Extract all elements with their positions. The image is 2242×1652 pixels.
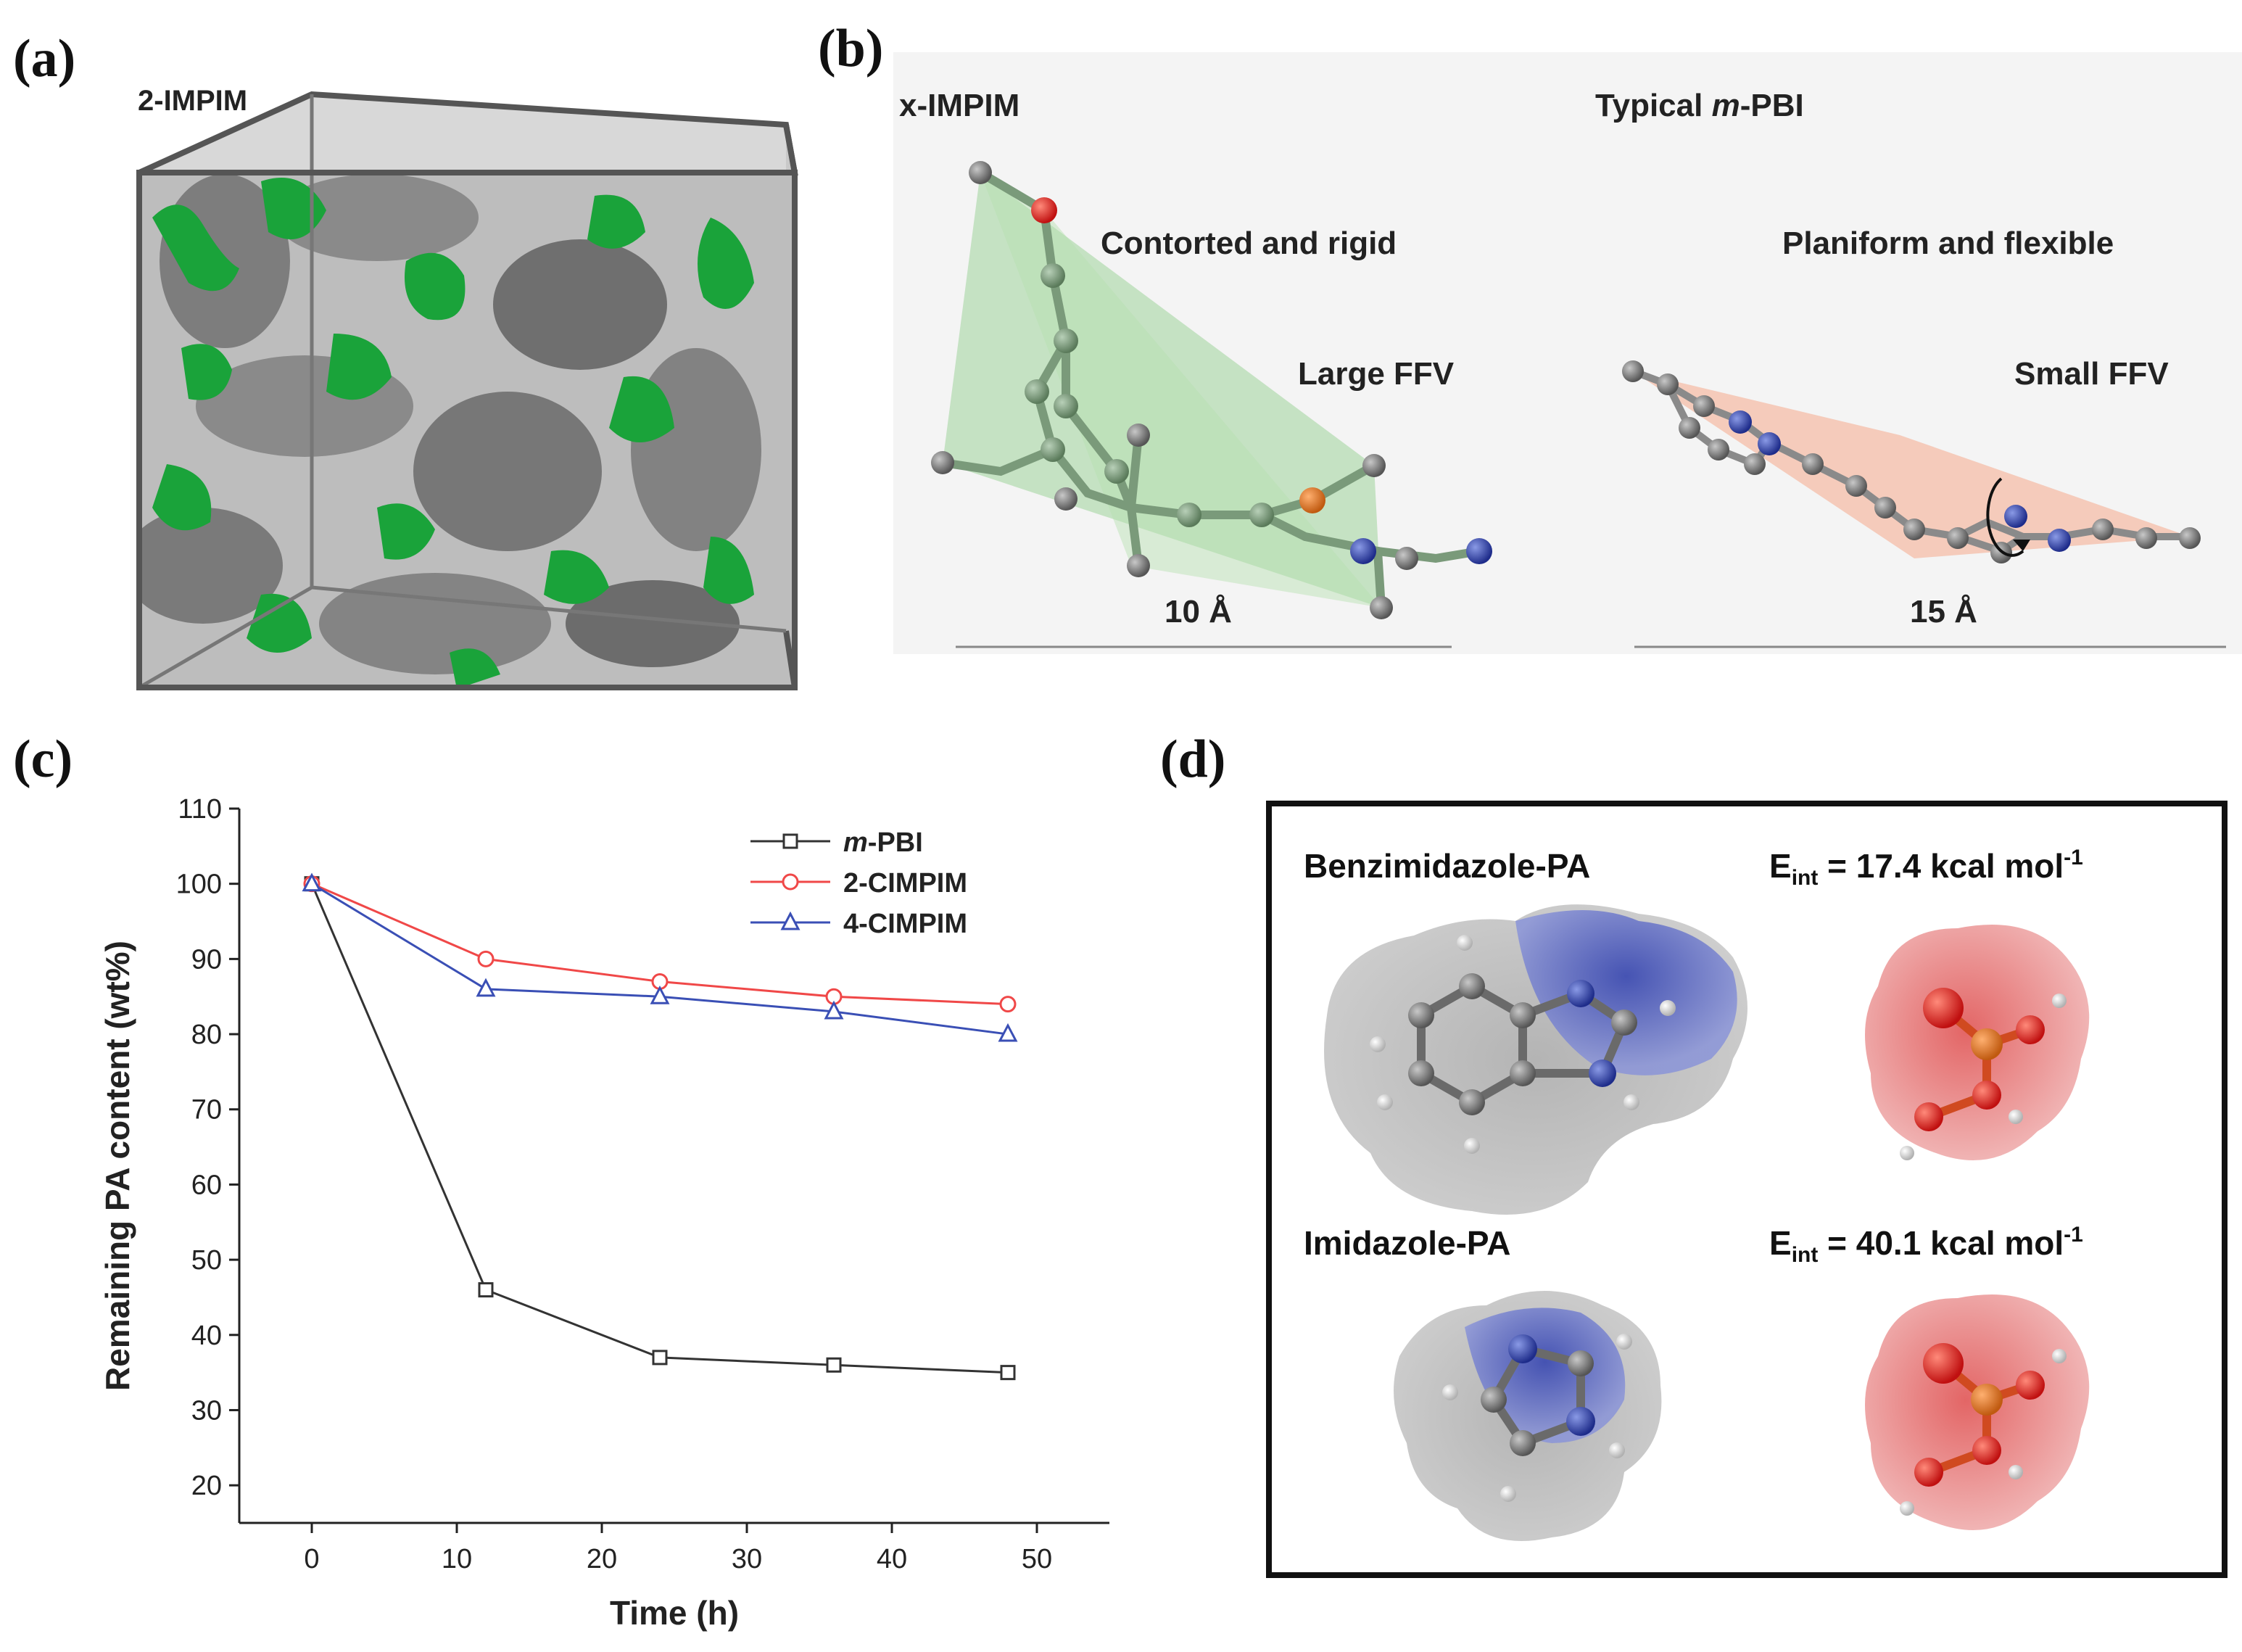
y-tick-label: 110: [178, 794, 222, 825]
y-tick-label: 80: [191, 1020, 222, 1050]
phosphoric-acid-esp-surface-bottom: [1865, 1294, 2090, 1530]
legend-marker: [782, 873, 799, 891]
benzimidazole-esp-surface: [1324, 904, 1747, 1215]
legend-marker: [780, 911, 801, 930]
y-tick-label: 20: [191, 1471, 222, 1501]
phosphoric-acid-esp-surface-top: [1865, 925, 2090, 1160]
pa-retention-chart: 0 10 20 30 40 50 20 30 40 50 60 70 80 90 100 110 Time …: [99, 794, 1109, 1632]
x-tick-label: 10: [442, 1544, 472, 1574]
y-tick-label: 90: [191, 944, 222, 975]
panel-c-label: (c): [13, 730, 73, 789]
y-axis-label: Remaining PA content (wt%): [99, 941, 136, 1391]
benzimidazole-pa-title: Benzimidazole-PA: [1304, 847, 1590, 885]
data-point: [652, 1350, 668, 1366]
x-impim-title: x-IMPIM: [899, 88, 1019, 123]
x-tick-label: 40: [877, 1544, 907, 1574]
small-ffv-label: Small FFV: [2014, 356, 2169, 392]
x-axis-label: Time (h): [610, 1594, 739, 1632]
data-point: [824, 1000, 844, 1020]
chart-legend: m-PBI 2-CIMPIM 4-CIMPIM: [750, 827, 967, 939]
data-point: [302, 872, 322, 892]
y-tick-label: 70: [191, 1095, 222, 1126]
data-point: [998, 1023, 1018, 1042]
series-line-2: [311, 883, 1009, 1036]
m-pbi-molecule: [1622, 360, 2201, 563]
m-pbi-description: Planiform and flexible: [1782, 226, 2114, 261]
x-tick-label: 50: [1022, 1544, 1052, 1574]
data-point: [478, 1282, 494, 1298]
series-line-0: [310, 883, 1009, 1374]
x-tick-label: 20: [587, 1544, 617, 1574]
m-pbi-title: Typical m-PBI: [1595, 88, 1804, 123]
data-point: [826, 1357, 842, 1373]
legend-label: m-PBI: [843, 827, 923, 858]
x-impim-molecule: [931, 161, 1492, 619]
x-tick-label: 0: [304, 1544, 319, 1574]
large-ffv-label: Large FFV: [1298, 356, 1455, 392]
x-impim-description: Contorted and rigid: [1101, 226, 1397, 261]
panel-d-label: (d): [1160, 730, 1226, 789]
rotation-arrow-icon: [1986, 477, 2024, 557]
imidazole-esp-surface: [1394, 1291, 1662, 1541]
data-point: [477, 950, 495, 967]
imidazole-pa-energy: Eint = 40.1 kcal mol-1: [1769, 1223, 2083, 1267]
x-tick-label: 30: [732, 1544, 762, 1574]
simulation-cube: [136, 91, 798, 690]
data-point: [476, 978, 496, 997]
data-point: [1000, 1365, 1016, 1381]
data-point: [999, 996, 1017, 1013]
m-pbi-length: 15 Å: [1910, 594, 1977, 629]
legend-label: 4-CIMPIM: [843, 909, 967, 939]
data-point: [650, 985, 670, 1004]
x-impim-length: 10 Å: [1165, 594, 1232, 629]
benzimidazole-pa-energy: Eint = 17.4 kcal mol-1: [1769, 846, 2083, 890]
y-tick-label: 40: [191, 1321, 222, 1351]
panel-b-label: (b): [818, 19, 884, 78]
y-tick-label: 30: [191, 1395, 222, 1426]
y-tick-label: 60: [191, 1170, 222, 1200]
y-tick-label: 50: [191, 1245, 222, 1276]
panel-a-title: 2-IMPIM: [138, 85, 247, 117]
legend-marker: [782, 833, 798, 849]
panel-a-label: (a): [13, 29, 76, 88]
legend-label: 2-CIMPIM: [843, 868, 967, 899]
imidazole-pa-title: Imidazole-PA: [1304, 1224, 1510, 1262]
y-tick-label: 100: [176, 870, 222, 900]
